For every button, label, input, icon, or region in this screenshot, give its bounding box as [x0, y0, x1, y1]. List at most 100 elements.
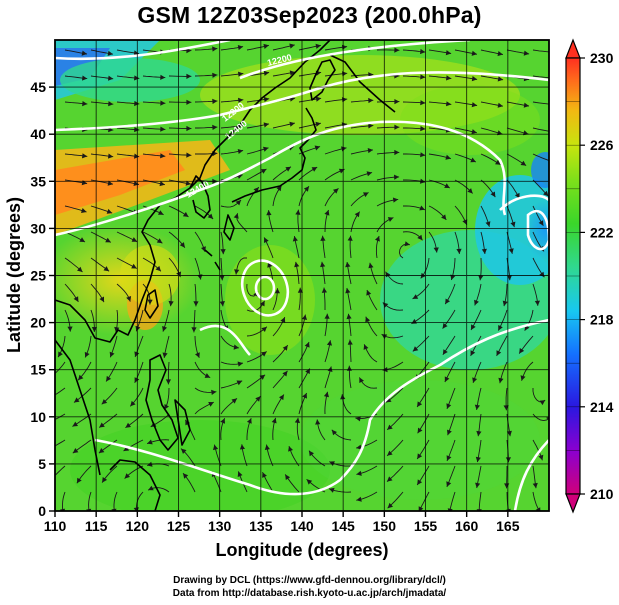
streamline-arrowhead [264, 444, 270, 450]
streamline-arrowhead [520, 375, 526, 381]
streamline-arrowhead [108, 153, 114, 159]
streamline-arrowhead [323, 391, 329, 398]
streamline-arrowhead [195, 352, 200, 358]
streamline-arrowhead [219, 275, 225, 281]
streamline-arrowhead [233, 213, 239, 219]
streamline-arrowhead [99, 296, 104, 303]
x-tick-label: 125 [167, 518, 191, 534]
streamline-arrowhead [476, 430, 482, 437]
streamline-arrowhead [301, 314, 307, 320]
streamline-arrowhead [314, 145, 321, 151]
streamline-arrowhead [109, 351, 115, 358]
streamline-arrowhead [220, 418, 225, 424]
credit-data-source: Data from http://database.rish.kyoto-u.a… [172, 588, 447, 599]
streamline-arrowhead [340, 394, 346, 400]
y-tick-label: 35 [30, 173, 46, 189]
streamline-arrowhead [417, 401, 423, 407]
streamline-arrowhead [295, 209, 301, 215]
streamline-arrowhead [375, 236, 380, 242]
streamline-arrowhead [363, 344, 369, 350]
streamline-arrowhead [419, 205, 425, 211]
streamline-arrowhead [263, 43, 269, 49]
streamline-arrowhead [498, 325, 503, 331]
streamline-arrowhead [263, 70, 270, 76]
streamline-arrowhead [289, 121, 295, 127]
streamline-arrowhead [193, 301, 199, 307]
streamline-arrowhead [155, 265, 161, 272]
streamline-arrowhead [498, 377, 504, 384]
x-tick-label: 160 [455, 518, 479, 534]
streamline-arrowhead [394, 124, 400, 130]
map-plot-area: 12200 12200 12400 12400 [49, 40, 555, 511]
streamline-arrowhead [385, 397, 392, 403]
streamline-arrowhead [496, 350, 502, 356]
streamline-arrowhead [260, 300, 265, 307]
y-tick-label: 45 [30, 79, 46, 95]
streamline-arrowhead [91, 327, 97, 332]
y-axis-title: Latitude (degrees) [4, 197, 24, 353]
streamline-arrowhead [263, 96, 270, 102]
streamline-arrowhead [505, 457, 511, 463]
streamline-arrowhead [182, 211, 189, 217]
streamline-arrowhead [446, 75, 452, 81]
colorbar-label: 218 [590, 312, 614, 328]
streamline [55, 465, 66, 477]
streamline-arrowhead [124, 473, 130, 479]
streamline-arrowhead [534, 300, 540, 306]
streamline-arrowhead [471, 129, 477, 135]
streamline-arrowhead [160, 100, 166, 106]
streamline-arrowhead [264, 237, 269, 243]
streamline-arrowhead [262, 472, 267, 478]
map-title: GSM 12Z03Sep2023 (200.0hPa) [137, 2, 482, 28]
streamline-arrowhead [355, 416, 361, 422]
streamline-arrowhead [550, 102, 555, 107]
streamline-arrowhead [420, 152, 426, 158]
streamline-arrowhead [185, 180, 191, 186]
x-tick-label: 115 [85, 518, 108, 534]
streamline-arrowhead [356, 470, 362, 476]
streamline-arrowhead [181, 448, 187, 454]
streamline-arrowhead [183, 473, 189, 479]
geopotential-contours [55, 40, 549, 511]
streamline-arrowhead [107, 50, 113, 56]
streamline-arrowhead [367, 148, 373, 154]
streamline-arrowhead [475, 482, 481, 488]
streamline-arrowhead [394, 99, 400, 105]
streamline-arrowhead [442, 323, 448, 329]
colorbar-label: 214 [590, 399, 614, 415]
streamline-arrowhead [260, 169, 267, 174]
streamline-arrowhead [550, 129, 555, 134]
streamline-arrowhead [535, 507, 541, 511]
x-axis: 110 115 120 125 130 135 140 145 150 155 160 165 [44, 511, 520, 534]
streamline-arrowhead [359, 377, 364, 383]
streamline-arrowhead [292, 236, 298, 242]
streamline [532, 101, 549, 105]
streamline-arrowhead [471, 102, 478, 108]
streamline-arrowhead [186, 125, 192, 132]
streamline-arrowhead [162, 326, 167, 332]
streamline-arrowhead [324, 210, 330, 216]
streamline-arrowhead [237, 361, 243, 367]
streamline-arrowhead [211, 389, 217, 395]
streamline-arrowhead [49, 373, 55, 378]
streamline-arrowhead [471, 50, 477, 56]
streamline-arrowhead [98, 448, 105, 454]
streamline-arrowhead [267, 262, 273, 268]
streamline-arrowhead [105, 237, 111, 243]
streamline-arrowhead [134, 153, 140, 159]
streamline-arrowhead [345, 262, 351, 268]
x-axis-title: Longitude (degrees) [215, 540, 388, 560]
streamline-arrowhead [156, 238, 163, 244]
streamline-arrowhead [538, 220, 544, 226]
streamline-arrowhead [76, 477, 82, 484]
streamline-arrowhead [237, 149, 244, 154]
streamline-arrowhead [539, 400, 546, 406]
streamline-arrowhead [204, 373, 211, 378]
streamline-arrowhead [82, 101, 88, 107]
streamline-arrowhead [148, 485, 154, 491]
streamline-arrowhead [331, 429, 337, 436]
streamline-arrowhead [131, 237, 138, 242]
x-tick-label: 165 [496, 518, 520, 534]
streamline-arrowhead [315, 121, 321, 127]
streamline-arrowhead [276, 185, 282, 192]
